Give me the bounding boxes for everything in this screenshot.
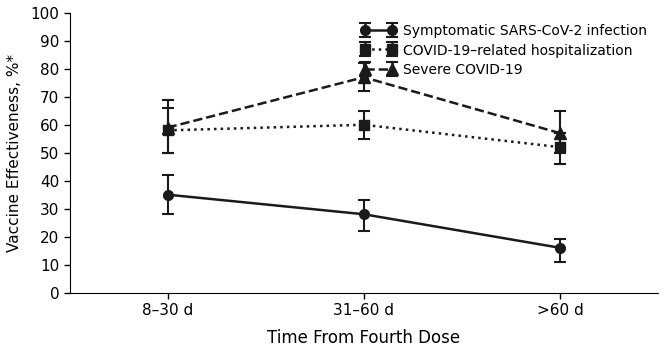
- Y-axis label: Vaccine Effectiveness, %*: Vaccine Effectiveness, %*: [7, 54, 22, 252]
- Legend: Symptomatic SARS-CoV-2 infection, COVID-19–related hospitalization, Severe COVID: Symptomatic SARS-CoV-2 infection, COVID-…: [357, 20, 651, 81]
- X-axis label: Time From Fourth Dose: Time From Fourth Dose: [267, 329, 460, 347]
